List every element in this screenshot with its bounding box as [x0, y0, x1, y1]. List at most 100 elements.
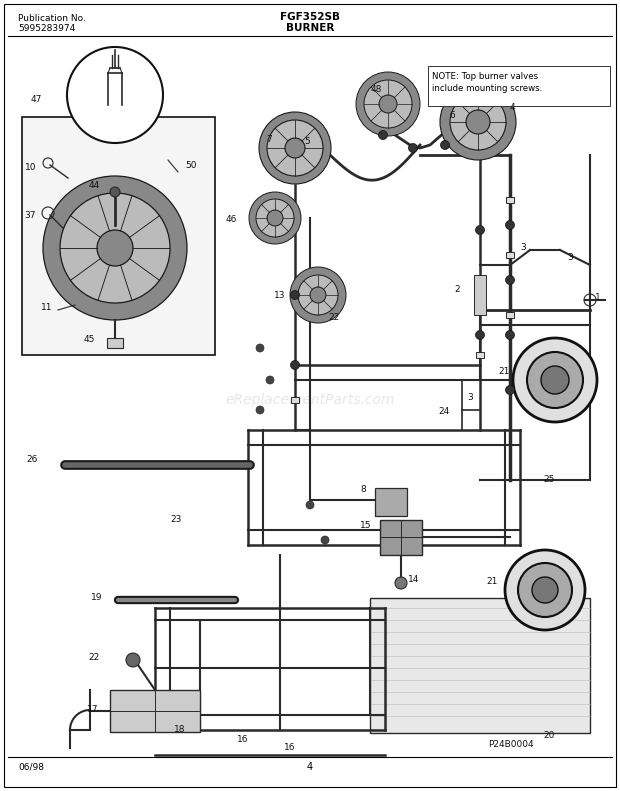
Circle shape [356, 72, 420, 136]
Circle shape [259, 112, 331, 184]
Text: 7: 7 [266, 135, 272, 145]
Circle shape [518, 563, 572, 617]
Text: 20: 20 [544, 731, 555, 740]
Text: 3: 3 [520, 244, 526, 252]
Circle shape [476, 275, 484, 285]
Circle shape [291, 290, 299, 300]
Circle shape [310, 287, 326, 303]
Circle shape [505, 550, 585, 630]
Text: 25: 25 [544, 475, 555, 485]
Text: 15: 15 [360, 520, 371, 529]
Text: 37: 37 [25, 210, 36, 219]
Circle shape [126, 653, 140, 667]
Bar [110, 690, 200, 732]
FancyBboxPatch shape [428, 66, 610, 106]
Text: 3: 3 [467, 393, 472, 403]
Circle shape [395, 577, 407, 589]
Bar [506, 252, 514, 258]
Circle shape [440, 141, 450, 149]
Text: 47: 47 [30, 96, 42, 104]
Text: 6: 6 [450, 111, 455, 119]
Text: 1: 1 [595, 293, 601, 302]
Circle shape [379, 95, 397, 113]
Text: P24B0004: P24B0004 [488, 740, 534, 749]
Circle shape [505, 275, 515, 285]
Bar [291, 397, 299, 403]
Text: 13: 13 [273, 290, 285, 300]
Bar [107, 338, 123, 348]
Text: 11: 11 [40, 304, 52, 312]
Circle shape [466, 110, 490, 134]
Circle shape [67, 47, 163, 143]
Text: eReplacementParts.com: eReplacementParts.com [225, 393, 395, 407]
Circle shape [476, 225, 484, 234]
Text: 16: 16 [236, 736, 248, 744]
Circle shape [306, 501, 314, 509]
Circle shape [267, 120, 323, 176]
Bar [506, 312, 514, 318]
Text: 16: 16 [283, 744, 295, 752]
Bar [370, 598, 590, 733]
Text: 50: 50 [185, 161, 197, 169]
Circle shape [505, 385, 515, 395]
Circle shape [43, 176, 187, 320]
Text: 5: 5 [304, 138, 310, 146]
Text: 18: 18 [174, 725, 185, 735]
Circle shape [513, 338, 597, 422]
Text: 14: 14 [408, 576, 419, 585]
Text: 21: 21 [498, 368, 510, 377]
Text: FGF352SB: FGF352SB [280, 12, 340, 22]
Text: 46: 46 [226, 215, 237, 225]
Circle shape [532, 577, 558, 603]
Bar [476, 352, 484, 358]
Circle shape [97, 230, 133, 266]
Bar [375, 488, 407, 516]
Circle shape [440, 84, 516, 160]
Circle shape [409, 143, 417, 153]
Text: 48: 48 [371, 85, 382, 94]
Text: 21: 21 [487, 577, 498, 586]
Circle shape [505, 221, 515, 229]
Circle shape [321, 536, 329, 544]
Text: BURNER: BURNER [286, 23, 334, 33]
Circle shape [476, 331, 484, 339]
Text: 22: 22 [89, 653, 100, 663]
Circle shape [285, 138, 305, 158]
Circle shape [505, 331, 515, 339]
Text: 10: 10 [25, 162, 36, 172]
Text: 8: 8 [360, 486, 366, 494]
Circle shape [527, 352, 583, 408]
Circle shape [256, 344, 264, 352]
Text: Publication No.: Publication No. [18, 14, 86, 23]
Text: 26: 26 [27, 456, 38, 464]
Text: 24: 24 [439, 407, 450, 417]
Bar [380, 520, 422, 555]
Circle shape [290, 267, 346, 323]
Circle shape [541, 366, 569, 394]
Text: 4: 4 [307, 762, 313, 772]
Circle shape [267, 210, 283, 226]
Bar [22, 117, 215, 355]
Circle shape [60, 193, 170, 303]
Text: 3: 3 [567, 253, 573, 263]
Circle shape [110, 187, 120, 197]
Circle shape [291, 361, 299, 369]
Circle shape [378, 131, 388, 139]
Text: 44: 44 [89, 180, 100, 190]
Text: 4: 4 [510, 104, 515, 112]
Text: 45: 45 [84, 335, 95, 345]
Circle shape [256, 199, 294, 237]
Circle shape [364, 80, 412, 128]
Text: 17: 17 [87, 706, 98, 714]
Bar [474, 275, 486, 315]
Text: 06/98: 06/98 [18, 762, 44, 771]
Text: 23: 23 [170, 516, 182, 524]
Text: 22: 22 [329, 313, 340, 323]
Circle shape [256, 406, 264, 414]
Circle shape [298, 275, 338, 315]
Text: 2: 2 [454, 286, 460, 294]
Text: 5995283974: 5995283974 [18, 24, 75, 33]
Circle shape [450, 94, 506, 150]
Circle shape [249, 192, 301, 244]
Text: NOTE: Top burner valves
include mounting screws.: NOTE: Top burner valves include mounting… [432, 72, 542, 93]
